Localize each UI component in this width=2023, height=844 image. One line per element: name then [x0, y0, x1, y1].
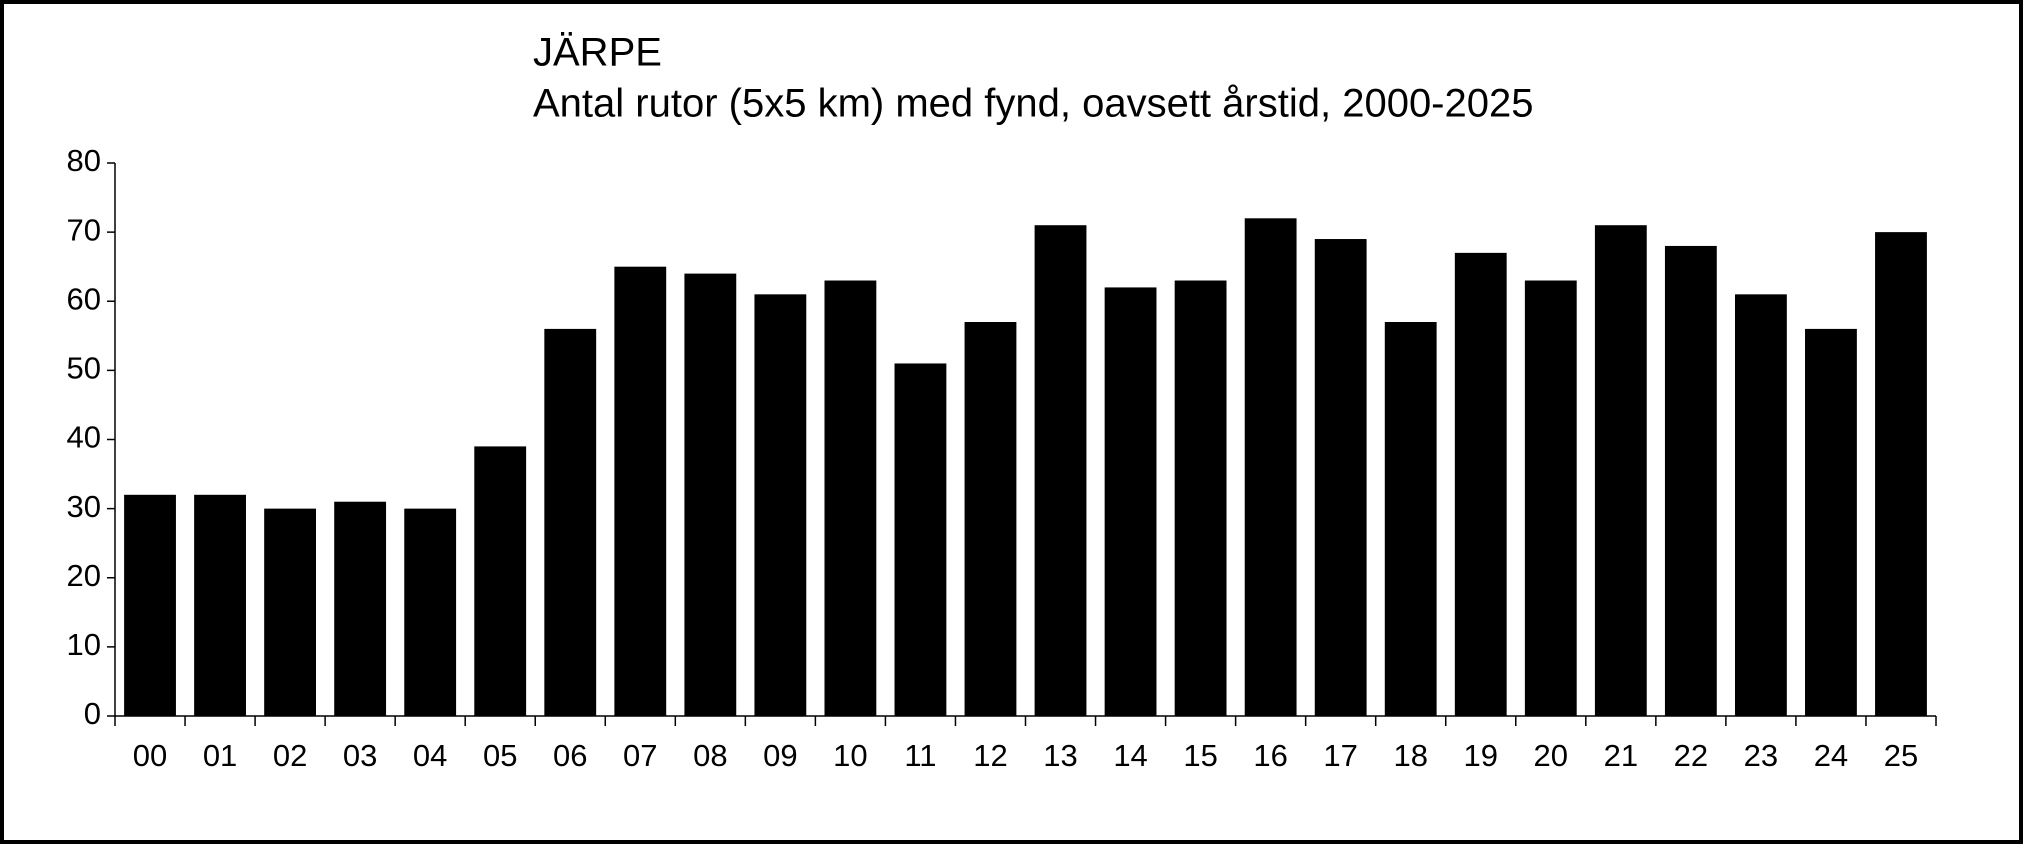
x-tick-label: 18 — [1393, 738, 1427, 773]
bar — [194, 494, 246, 716]
bar — [544, 328, 597, 716]
x-tick-label: 21 — [1604, 738, 1638, 773]
bar — [404, 508, 457, 716]
x-tick-label: 04 — [413, 738, 447, 773]
bar — [1805, 328, 1857, 716]
bar — [614, 266, 667, 716]
x-tick-label: 17 — [1323, 738, 1357, 773]
x-tick-label: 15 — [1183, 738, 1217, 773]
x-tick-label: 09 — [763, 738, 797, 773]
chart-subtitle: Antal rutor (5x5 km) med fynd, oavsett å… — [533, 82, 1534, 126]
x-tick-label: 23 — [1744, 738, 1778, 773]
y-tick-label: 50 — [67, 351, 101, 386]
x-tick-label: 06 — [553, 738, 587, 773]
bar — [964, 321, 1017, 716]
bar — [334, 501, 387, 716]
bar — [1314, 239, 1367, 716]
x-tick-label: 25 — [1884, 738, 1918, 773]
bar — [1875, 232, 1927, 716]
bar — [1174, 280, 1227, 716]
x-tick-label: 07 — [623, 738, 657, 773]
bar — [1664, 245, 1717, 716]
bar — [1454, 252, 1507, 717]
bar — [894, 363, 947, 716]
x-tick-label: 16 — [1253, 738, 1287, 773]
x-tick-label: 20 — [1534, 738, 1568, 773]
x-tick-label: 05 — [483, 738, 517, 773]
x-tick-label: 19 — [1464, 738, 1498, 773]
bar — [264, 508, 317, 716]
y-tick-label: 40 — [67, 420, 101, 455]
x-tick-label: 22 — [1674, 738, 1708, 773]
bar — [1384, 321, 1437, 716]
x-tick-label: 00 — [133, 738, 167, 773]
x-tick-label: 03 — [343, 738, 377, 773]
bar — [1524, 280, 1577, 716]
x-tick-label: 14 — [1113, 738, 1147, 773]
x-tick-label: 24 — [1814, 738, 1848, 773]
y-tick-label: 10 — [67, 627, 101, 662]
bar — [1244, 218, 1297, 717]
x-tick-label: 12 — [973, 738, 1007, 773]
x-tick-label: 11 — [904, 738, 936, 773]
x-tick-label: 13 — [1043, 738, 1077, 773]
y-tick-label: 70 — [67, 212, 101, 247]
x-tick-label: 10 — [833, 738, 867, 773]
bar — [824, 280, 877, 716]
bar — [124, 494, 176, 716]
y-tick-label: 0 — [84, 696, 101, 731]
bar — [754, 294, 807, 716]
bar — [1034, 225, 1087, 716]
bar — [1104, 287, 1157, 716]
bar — [474, 446, 527, 716]
y-tick-label: 20 — [67, 558, 101, 593]
y-tick-label: 80 — [67, 143, 101, 178]
x-tick-label: 01 — [203, 738, 237, 773]
bar — [684, 273, 737, 716]
bar — [1594, 225, 1647, 716]
y-tick-label: 30 — [67, 489, 101, 524]
bar — [1734, 294, 1787, 716]
x-tick-label: 08 — [693, 738, 727, 773]
chart-title: JÄRPE — [533, 31, 662, 75]
x-tick-label: 02 — [273, 738, 307, 773]
y-tick-label: 60 — [67, 281, 101, 316]
